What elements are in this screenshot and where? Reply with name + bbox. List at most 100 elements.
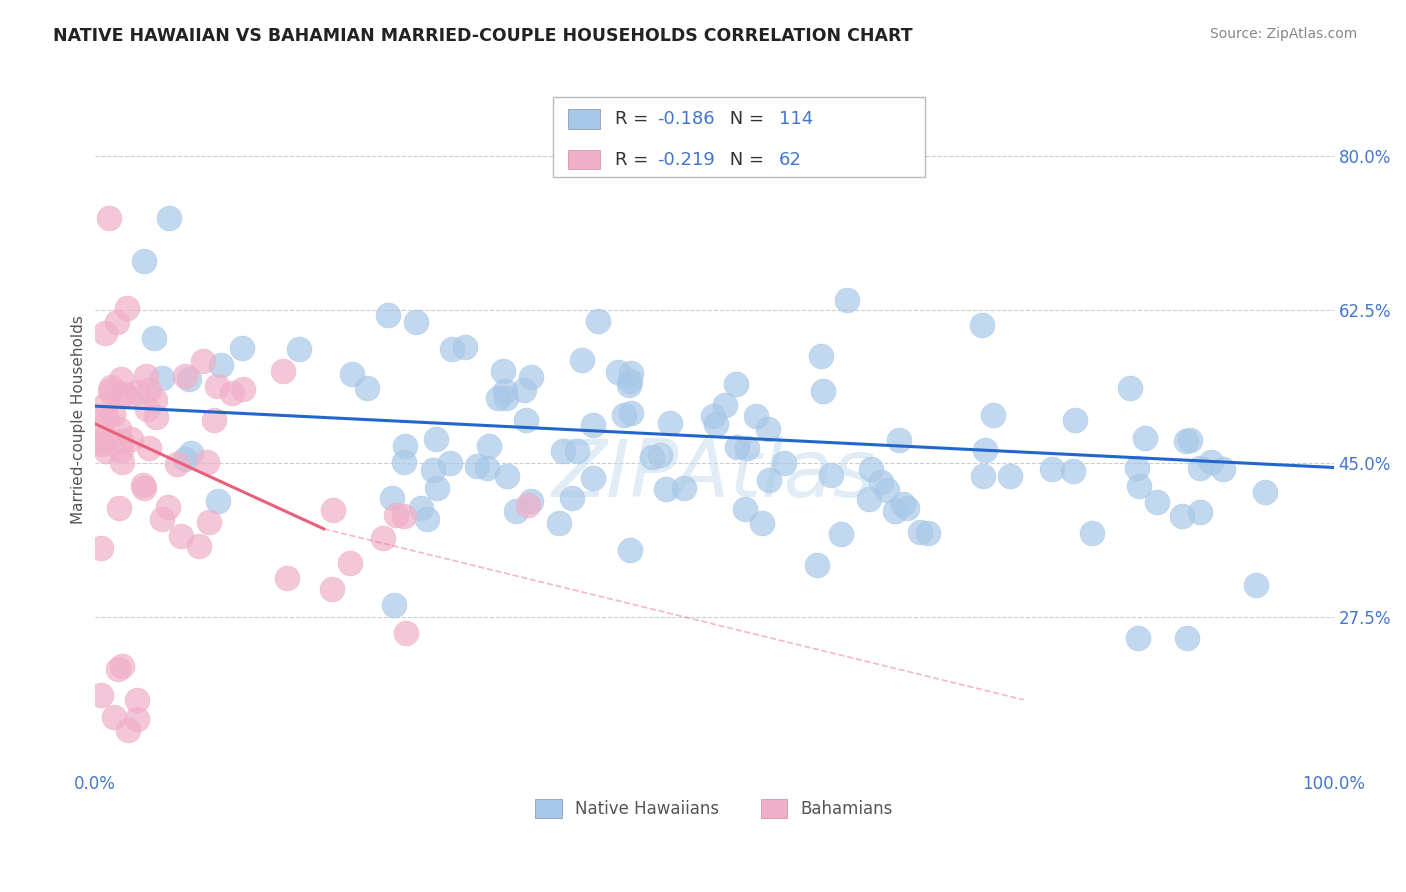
- Point: [384, 598, 406, 612]
- Point: [108, 422, 131, 436]
- FancyBboxPatch shape: [568, 110, 600, 129]
- Point: [1246, 578, 1268, 592]
- Point: [582, 417, 605, 432]
- Point: [195, 455, 218, 469]
- Point: [415, 512, 437, 526]
- Point: [520, 494, 543, 508]
- Text: Source: ZipAtlas.com: Source: ZipAtlas.com: [1209, 27, 1357, 41]
- Text: -0.219: -0.219: [657, 151, 716, 169]
- Point: [655, 483, 678, 497]
- Point: [392, 455, 415, 469]
- Point: [1189, 461, 1212, 475]
- Point: [1189, 505, 1212, 519]
- Text: R =: R =: [614, 111, 654, 128]
- Point: [205, 379, 228, 393]
- Point: [659, 416, 682, 430]
- FancyBboxPatch shape: [568, 150, 600, 169]
- Point: [620, 406, 643, 420]
- Point: [725, 376, 748, 391]
- Point: [1199, 455, 1222, 469]
- Y-axis label: Married-couple Households: Married-couple Households: [72, 315, 86, 524]
- Point: [1254, 485, 1277, 500]
- Point: [860, 461, 883, 475]
- Point: [884, 504, 907, 518]
- Point: [758, 473, 780, 487]
- Point: [486, 392, 509, 406]
- Point: [90, 688, 112, 702]
- Point: [321, 582, 343, 597]
- Point: [98, 211, 121, 225]
- Point: [94, 409, 117, 423]
- Point: [271, 363, 294, 377]
- Point: [1171, 509, 1194, 524]
- Point: [520, 370, 543, 384]
- Point: [180, 446, 202, 460]
- FancyBboxPatch shape: [553, 96, 925, 178]
- Text: NATIVE HAWAIIAN VS BAHAMIAN MARRIED-COUPLE HOUSEHOLDS CORRELATION CHART: NATIVE HAWAIIAN VS BAHAMIAN MARRIED-COUP…: [53, 27, 912, 45]
- Text: 62: 62: [779, 151, 801, 169]
- Point: [505, 504, 527, 518]
- Point: [725, 440, 748, 454]
- Point: [143, 331, 166, 345]
- Point: [202, 413, 225, 427]
- Point: [1042, 461, 1064, 475]
- Point: [1212, 462, 1234, 476]
- Point: [117, 723, 139, 738]
- Point: [110, 434, 132, 448]
- Point: [90, 420, 112, 434]
- Point: [1062, 464, 1084, 478]
- Point: [465, 458, 488, 473]
- Point: [120, 432, 142, 446]
- Point: [917, 525, 939, 540]
- Point: [117, 301, 139, 316]
- Point: [1126, 632, 1149, 646]
- Point: [894, 153, 917, 168]
- Point: [571, 352, 593, 367]
- Point: [561, 491, 583, 506]
- Point: [745, 409, 768, 423]
- Point: [90, 541, 112, 556]
- Point: [156, 500, 179, 515]
- Point: [94, 398, 117, 412]
- Point: [143, 393, 166, 408]
- Point: [869, 475, 891, 490]
- Point: [356, 381, 378, 395]
- Text: ZIPAtlas: ZIPAtlas: [553, 436, 876, 515]
- Point: [93, 326, 115, 340]
- Point: [188, 539, 211, 553]
- Point: [110, 443, 132, 458]
- Point: [107, 315, 129, 329]
- Point: [394, 439, 416, 453]
- Point: [111, 455, 134, 469]
- Point: [1177, 632, 1199, 646]
- Point: [1000, 469, 1022, 483]
- Point: [617, 378, 640, 392]
- Point: [830, 527, 852, 541]
- Point: [157, 211, 180, 225]
- Point: [548, 516, 571, 530]
- Point: [288, 342, 311, 356]
- Point: [198, 515, 221, 529]
- Point: [342, 367, 364, 381]
- Point: [322, 503, 344, 517]
- Point: [908, 524, 931, 539]
- Point: [276, 571, 298, 585]
- Point: [983, 408, 1005, 422]
- Point: [339, 556, 361, 570]
- Point: [173, 369, 195, 384]
- Point: [734, 501, 756, 516]
- Point: [756, 422, 779, 436]
- Point: [858, 491, 880, 506]
- Point: [377, 309, 399, 323]
- Point: [876, 483, 898, 498]
- Point: [706, 417, 728, 432]
- Point: [1080, 526, 1102, 541]
- Point: [134, 481, 156, 495]
- Point: [136, 401, 159, 416]
- Point: [517, 498, 540, 512]
- Point: [896, 501, 918, 516]
- Text: -0.186: -0.186: [657, 111, 714, 128]
- Point: [640, 450, 662, 464]
- Point: [191, 354, 214, 368]
- Point: [820, 468, 842, 483]
